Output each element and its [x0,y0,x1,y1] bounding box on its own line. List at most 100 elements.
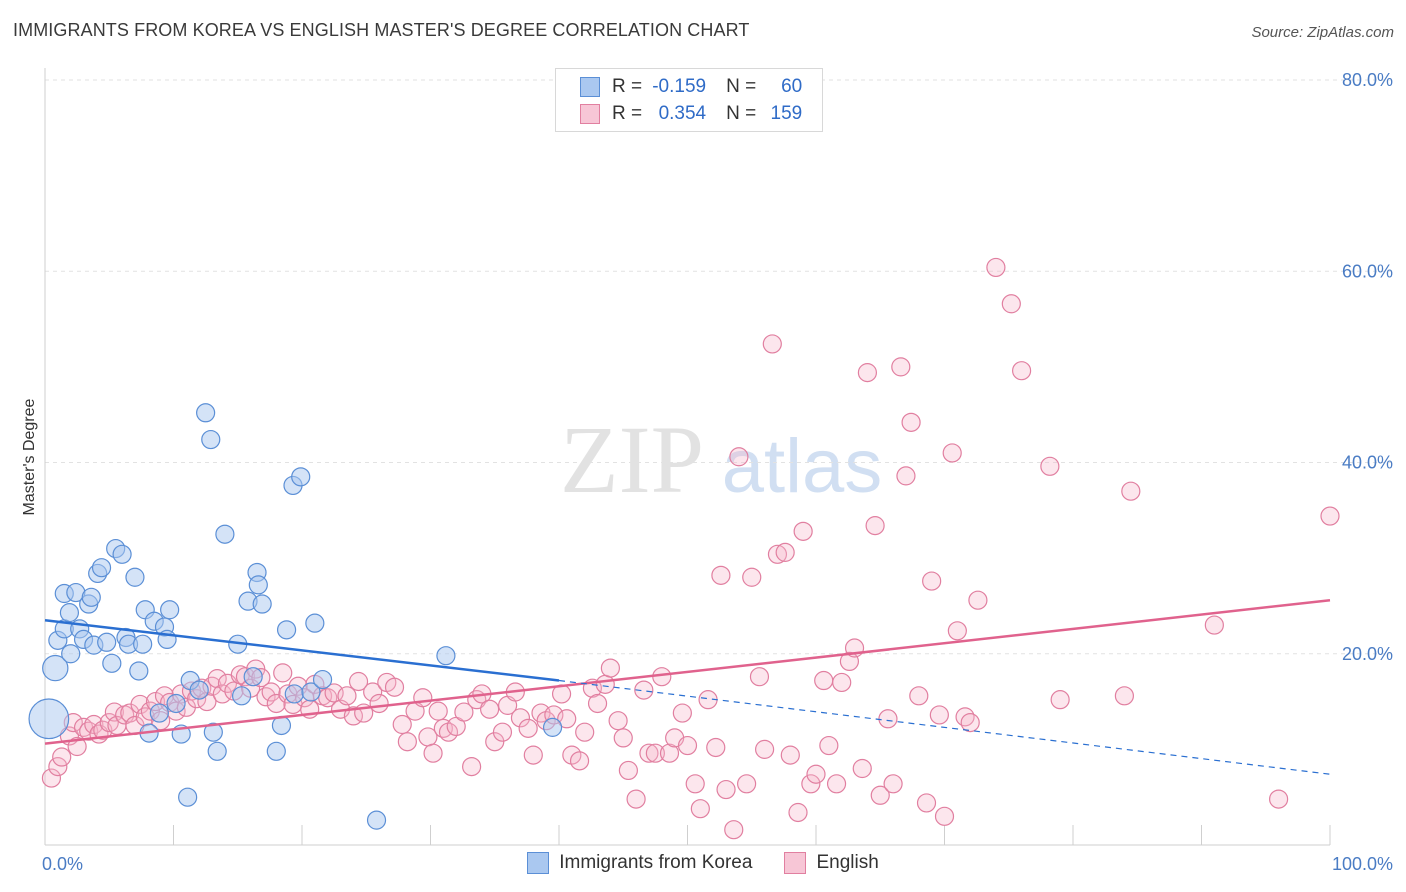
korea-point [203,722,223,742]
english-point [801,774,821,794]
english-point [955,707,975,727]
english-point [438,722,459,742]
english-point [428,701,448,721]
english-point [909,686,929,706]
english-point [480,699,500,719]
english-point [454,702,474,722]
korea-point [42,654,69,682]
english-point [423,743,443,763]
english-point [413,688,433,708]
english-point [462,756,482,777]
english-point [901,412,921,432]
english-point [618,760,638,781]
korea-point [291,467,311,487]
english-point [273,663,293,683]
english-point [575,722,595,742]
english-point [587,693,608,714]
english-point [716,779,736,800]
watermark-zip: ZIP [560,406,704,513]
axis-labels: 20.0% 40.0% 60.0% 80.0% 0.0% 100.0% Master's D… [21,70,1393,874]
english-point [207,669,227,689]
english-point [934,806,955,826]
english-point [767,544,788,564]
english-point [67,736,87,757]
english-point [492,722,513,742]
korea-point [28,698,70,740]
y-tick-label: 40.0% [1342,453,1393,473]
english-point [130,694,150,715]
english-point [729,447,749,467]
korea-point [232,686,252,706]
korea-point [312,669,333,690]
legend-row-english: R = 0.354 N = 159 [580,102,802,126]
correlation-legend: R = -0.159 N = 60 R = 0.354 N = 159 [555,68,823,132]
english-point [711,565,731,585]
korea-point [196,403,216,423]
y-tick-label: 60.0% [1342,261,1393,281]
english-point [947,621,967,641]
korea-point [276,620,297,640]
english-point [1121,481,1141,501]
korea-point [248,575,268,595]
english-point [814,670,834,691]
x-tick-label: 0.0% [42,854,83,874]
english-legend-swatch [784,852,807,874]
english-point [634,680,654,700]
english-point [780,745,800,765]
english-point [518,718,538,738]
y-axis-label: Master's Degree [21,398,38,515]
korea-legend-label: Immigrants from Korea [559,852,753,873]
english-point [832,672,852,693]
english-point [672,703,692,723]
english-point [762,334,782,354]
english-point [960,712,980,733]
korea-point [266,741,286,761]
english-point [1001,294,1021,314]
korea-point [91,558,112,578]
korea-swatch [580,77,600,97]
english-point [613,728,633,748]
korea-points [28,403,563,830]
english-point [806,764,826,784]
korea-point [133,634,153,654]
english-point [922,571,942,591]
english-point [775,542,795,562]
korea-point [125,567,145,587]
english-point [1320,506,1340,526]
english-point [93,720,113,740]
korea-point [160,600,180,620]
english-point [883,774,903,794]
english-point [1268,789,1289,809]
english-point [595,674,615,694]
english-point [986,257,1006,278]
korea-point [97,632,117,652]
x-tick-label: 100.0% [1332,854,1393,874]
korea-point [215,524,235,544]
korea-point [252,594,272,614]
korea-point [61,644,81,664]
english-legend-label: English [816,852,879,873]
english-point [690,799,710,819]
english-point [878,709,898,729]
english-point [510,708,531,728]
english-point [793,521,813,541]
korea-point [189,680,209,700]
trend-lines [44,598,1331,775]
english-point [891,357,911,377]
english-point [569,751,590,771]
english-point [706,737,726,758]
english-point [677,735,698,756]
english-point [48,756,68,777]
y-tick-label: 20.0% [1342,644,1393,664]
english-point [485,732,505,752]
english-point [1114,686,1135,706]
english-point [392,714,412,735]
legend-item-english: English [784,852,879,874]
korea-point [81,587,101,607]
english-point [929,705,949,725]
source-credit: Source: ZipAtlas.com [1251,24,1394,41]
korea-point [436,646,456,666]
english-point [600,658,621,678]
english-point [659,743,680,763]
english-point [363,682,383,702]
